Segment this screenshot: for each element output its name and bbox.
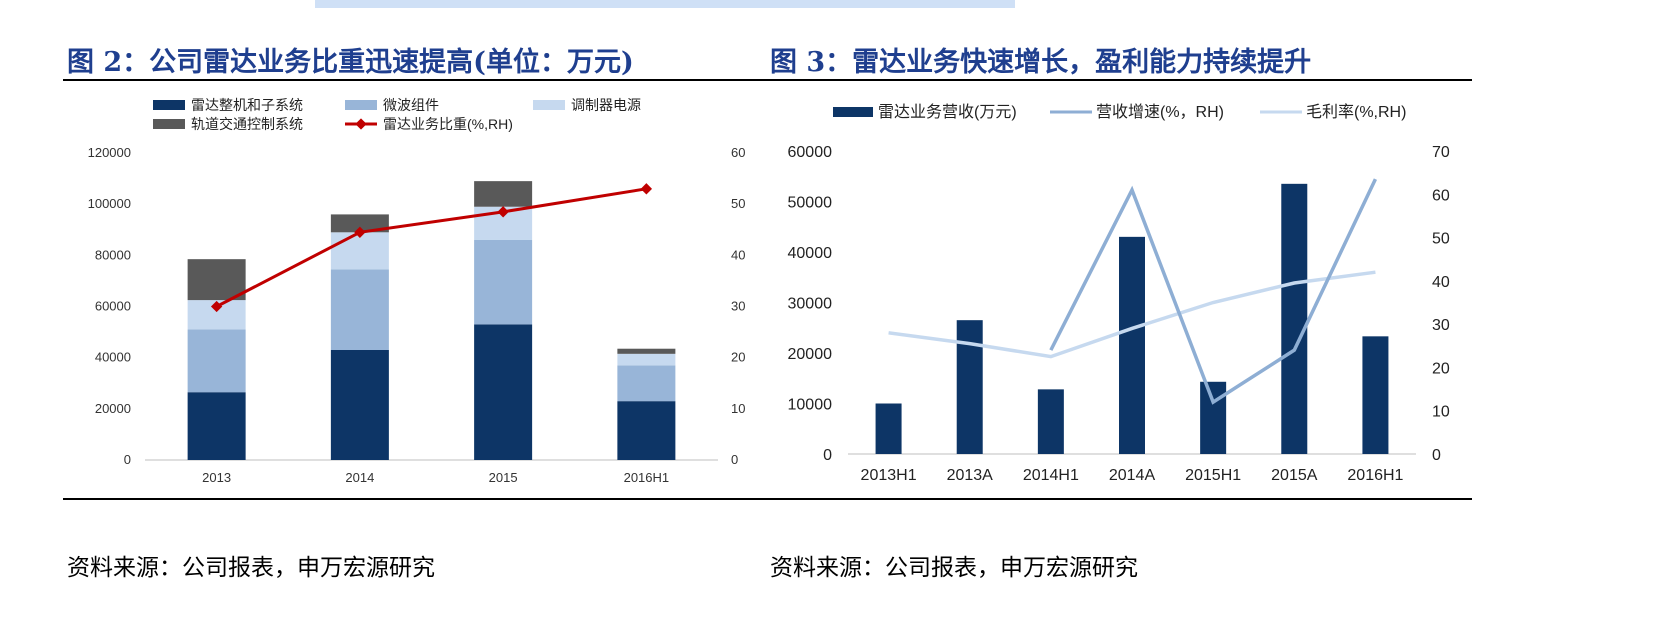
legend-label-1: 雷达整机和子系统	[191, 97, 303, 113]
legend-swatch-4	[153, 119, 185, 129]
bar-2014-series-1	[330, 349, 389, 460]
bar-2013-series-1	[187, 392, 246, 460]
left-bottom-rule	[63, 498, 768, 500]
y-left-tick-label: 100000	[88, 196, 131, 211]
x-tick-label: 2013H1	[861, 467, 917, 484]
ratio-point-2016H1	[640, 183, 653, 195]
ratio-point-2013	[210, 300, 223, 313]
y-left-tick-label: 40000	[95, 350, 131, 365]
x-tick-label: 2014H1	[1023, 467, 1079, 484]
y-left-tick-label: 30000	[788, 296, 833, 313]
legend-label-revenue: 雷达业务营收(万元)	[878, 103, 1017, 121]
right-top-rule	[768, 79, 1472, 81]
bar-2015-series-1	[474, 324, 533, 460]
x-tick-label: 2016H1	[624, 470, 670, 485]
y-right-tick-label: 40	[1432, 274, 1450, 291]
y-right-tick-label: 10	[731, 401, 745, 416]
y-right-tick-label: 0	[1432, 447, 1441, 464]
bar-2016H1-series-3	[617, 353, 676, 366]
y-right-tick-label: 50	[731, 196, 745, 211]
y-left-tick-label: 20000	[95, 401, 131, 416]
left-figure-title: 图 2：公司雷达业务比重迅速提高(单位：万元)	[67, 47, 634, 78]
y-right-tick-label: 20	[1432, 360, 1450, 377]
x-tick-label: 2014A	[1109, 467, 1156, 484]
x-tick-label: 2015	[489, 470, 518, 485]
legend-label-ratio: 雷达业务比重(%,RH)	[383, 116, 513, 132]
bar-2016H1-series-4	[617, 348, 676, 354]
bar-revenue-2015A	[1281, 183, 1308, 454]
y-right-tick-label: 30	[1432, 317, 1450, 334]
bar-2013-series-2	[187, 329, 246, 393]
x-tick-label: 2013	[202, 470, 231, 485]
y-left-tick-label: 60000	[788, 144, 833, 161]
y-right-tick-label: 30	[731, 299, 745, 314]
y-left-tick-label: 80000	[95, 247, 131, 262]
legend-swatch-revenue	[833, 107, 873, 117]
bar-2016H1-series-1	[617, 401, 676, 460]
ratio-line	[215, 187, 647, 308]
x-tick-label: 2014	[345, 470, 374, 485]
right-bar-line-chart: 雷达业务营收(万元) 营收增速(%，RH) 毛利率(%,RH) 0 10000 20000…	[788, 103, 1450, 484]
legend-marker-ratio	[355, 118, 367, 130]
x-tick-label: 2015A	[1271, 467, 1318, 484]
right-bottom-rule	[768, 498, 1472, 500]
legend-label-growth: 营收增速(%，RH)	[1096, 103, 1224, 121]
y-left-tick-label: 20000	[788, 346, 833, 363]
bar-revenue-2013A	[956, 320, 983, 454]
bar-revenue-2013H1	[875, 403, 902, 454]
bar-revenue-2014A	[1119, 236, 1145, 454]
legend-label-2: 微波组件	[383, 97, 439, 113]
y-right-tick-label: 60	[1432, 187, 1450, 204]
left-source-note: 资料来源：公司报表，申万宏源研究	[67, 555, 435, 581]
y-left-tick-label: 50000	[788, 195, 833, 212]
y-left-tick-label: 120000	[88, 145, 131, 160]
legend-label-4: 轨道交通控制系统	[191, 116, 303, 132]
bar-2013-series-4	[187, 259, 246, 301]
legend-label-3: 调制器电源	[571, 97, 641, 113]
left-top-rule	[63, 79, 768, 81]
bar-revenue-2014H1	[1037, 389, 1064, 454]
y-right-tick-label: 20	[731, 350, 745, 365]
x-tick-label: 2016H1	[1347, 467, 1403, 484]
legend-label-margin: 毛利率(%,RH)	[1306, 103, 1406, 121]
bar-2016H1-series-2	[617, 365, 676, 402]
legend-swatch-3	[533, 100, 565, 110]
bar-2014-series-4	[330, 214, 389, 233]
legend-swatch-1	[153, 100, 185, 110]
bar-revenue-2016H1	[1362, 336, 1389, 454]
y-right-tick-label: 10	[1432, 404, 1450, 421]
x-tick-label: 2015H1	[1185, 467, 1241, 484]
highlighted-text-strip	[315, 0, 1015, 8]
y-right-tick-label: 40	[731, 247, 745, 262]
y-left-tick-label: 40000	[788, 245, 833, 262]
ratio-point-2014	[354, 226, 366, 238]
legend-swatch-2	[345, 100, 377, 110]
right-source-note: 资料来源：公司报表，申万宏源研究	[770, 555, 1138, 581]
bar-2015-series-2	[474, 239, 533, 325]
x-tick-label: 2013A	[947, 467, 994, 484]
right-figure-title: 图 3：雷达业务快速增长，盈利能力持续提升	[770, 47, 1312, 78]
y-left-tick-label: 10000	[788, 397, 833, 414]
y-right-tick-label: 50	[1432, 231, 1450, 248]
y-left-tick-label: 0	[124, 452, 131, 467]
margin-line	[888, 270, 1376, 359]
bar-2014-series-3	[330, 232, 389, 270]
bar-revenue-2015H1	[1200, 381, 1227, 454]
bar-2015-series-4	[474, 181, 533, 207]
y-left-tick-label: 0	[823, 447, 832, 464]
y-right-tick-label: 60	[731, 145, 745, 160]
growth-line	[1049, 178, 1378, 405]
y-right-tick-label: 0	[731, 452, 738, 467]
y-left-tick-label: 60000	[95, 299, 131, 314]
bar-2014-series-2	[330, 269, 389, 350]
ratio-point-2015	[497, 206, 509, 218]
y-right-tick-label: 70	[1432, 144, 1450, 161]
